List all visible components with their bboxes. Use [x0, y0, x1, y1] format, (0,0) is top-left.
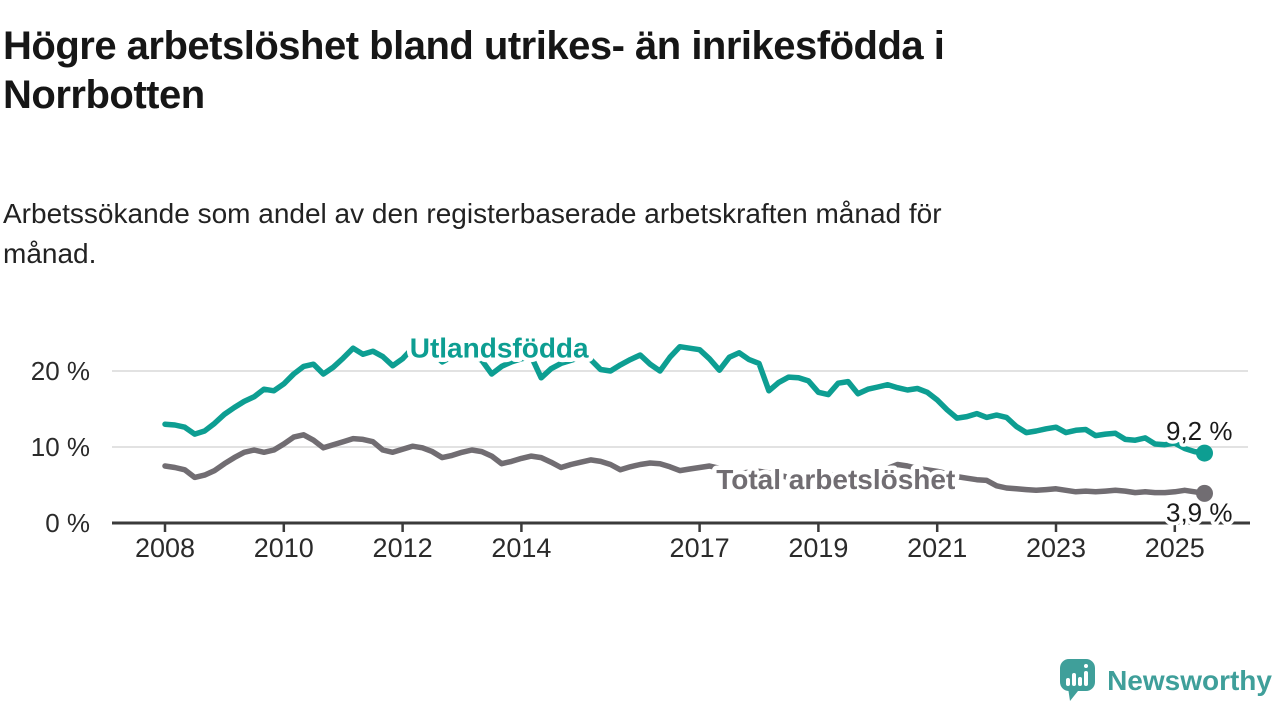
- series-line-Utlandsfödda: [162, 342, 1208, 456]
- brand-name: Newsworthy: [1107, 665, 1272, 696]
- x-tick-label-2014: 2014: [491, 533, 551, 563]
- x-tick-label-2017: 2017: [670, 533, 730, 563]
- y-tick-label-10: 10 %: [31, 432, 90, 462]
- end-label-Utlandsfödda: 9,2 %: [1166, 416, 1233, 446]
- end-dot-Utlandsfödda: [1196, 444, 1214, 462]
- x-tick-label-2023: 2023: [1026, 533, 1086, 563]
- y-tick-label-0: 0 %: [45, 508, 90, 538]
- x-tick-label-2025: 2025: [1145, 533, 1205, 563]
- x-tick-label-2021: 2021: [907, 533, 967, 563]
- end-dot-Total arbetslöshet: [1196, 484, 1214, 502]
- page-title: Högre arbetslöshet bland utrikes- än inr…: [3, 24, 945, 117]
- series-label-Utlandsfödda: Utlandsfödda: [410, 332, 589, 363]
- series-label-Total arbetslöshet: Total arbetslöshet: [716, 464, 955, 495]
- end-label-Total arbetslöshet: 3,9 %: [1166, 497, 1233, 527]
- x-tick-label-2008: 2008: [135, 533, 195, 563]
- page-subtitle: Arbetssökande som andel av den registerb…: [3, 198, 942, 269]
- series-line-Total arbetslöshet: [162, 432, 1208, 497]
- x-tick-label-2019: 2019: [788, 533, 848, 563]
- x-tick-label-2012: 2012: [373, 533, 433, 563]
- x-tick-label-2010: 2010: [254, 533, 314, 563]
- speech-bubble-bar-chart-icon: [1060, 659, 1096, 701]
- newsworthy-logo: Newsworthy: [1057, 658, 1272, 704]
- y-tick-label-20: 20 %: [31, 356, 90, 386]
